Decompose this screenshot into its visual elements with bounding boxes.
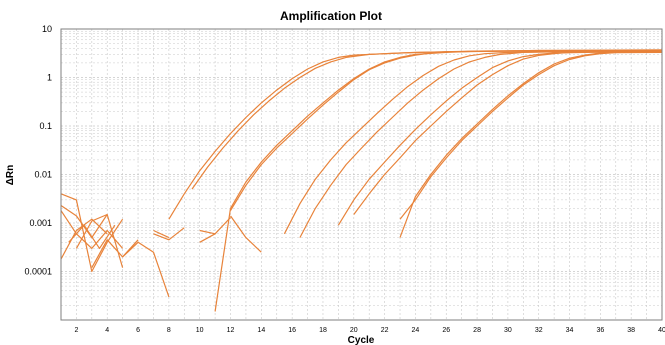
y-tick-label: 10 [42, 24, 52, 34]
series-line-18 [122, 241, 170, 298]
series-line-15 [68, 224, 116, 249]
x-axis-ticks: 2 4 6 8 10 12 14 16 18 20 22 24 26 28 30 32 34 36 38 40 [74, 327, 665, 334]
series-line-4 [229, 49, 662, 211]
series-line-10 [399, 51, 663, 220]
series-line-25 [230, 215, 262, 253]
x-tick-label: 14 [257, 327, 265, 334]
series-line-24 [214, 208, 232, 312]
y-axis-ticks: 10 1 0.1 0.01 0.001 0.0001 [24, 24, 52, 277]
series-line-5 [283, 50, 663, 235]
x-tick-label: 6 [136, 327, 140, 334]
series-line-17 [91, 239, 139, 268]
x-tick-label: 22 [381, 327, 389, 334]
series-line-16 [75, 213, 124, 268]
x-tick-label: 38 [627, 327, 635, 334]
plot-frame [60, 28, 663, 321]
series-line-20 [153, 229, 170, 239]
x-tick-label: 32 [535, 327, 543, 334]
x-tick-label: 20 [350, 327, 358, 334]
series-line-9 [399, 51, 663, 238]
x-tick-label: 28 [473, 327, 481, 334]
y-tick-label: 0.1 [39, 121, 52, 131]
x-tick-label: 24 [412, 327, 420, 334]
series-line-11 [60, 193, 124, 273]
x-axis-label: Cycle [348, 335, 375, 345]
x-tick-label: 18 [319, 327, 327, 334]
x-tick-label: 34 [566, 327, 574, 334]
x-tick-label: 30 [504, 327, 512, 334]
chart-title: Amplification Plot [280, 9, 382, 23]
grid [60, 28, 663, 321]
x-tick-label: 2 [74, 327, 78, 334]
x-tick-label: 16 [288, 327, 296, 334]
series-line-19 [153, 227, 185, 241]
x-tick-label: 12 [227, 327, 235, 334]
y-tick-label: 0.0001 [24, 267, 52, 277]
x-tick-label: 8 [167, 327, 171, 334]
series-line-23 [199, 229, 216, 235]
x-tick-label: 26 [442, 327, 450, 334]
series-line-13 [60, 210, 124, 249]
x-tick-label: 10 [196, 327, 204, 334]
x-tick-label: 4 [105, 327, 109, 334]
y-axis-label: ΔRn [5, 165, 16, 186]
series-line-8 [353, 51, 662, 215]
series-lines [60, 49, 663, 312]
y-tick-label: 0.001 [29, 218, 52, 228]
series-line-6 [299, 50, 663, 238]
x-tick-label: 40 [658, 327, 665, 334]
series-line-21 [168, 193, 185, 220]
y-tick-label: 0.01 [34, 170, 52, 180]
x-tick-label: 36 [596, 327, 604, 334]
series-line-2 [191, 49, 663, 190]
y-tick-label: 1 [47, 73, 52, 83]
series-line-7 [337, 51, 663, 226]
